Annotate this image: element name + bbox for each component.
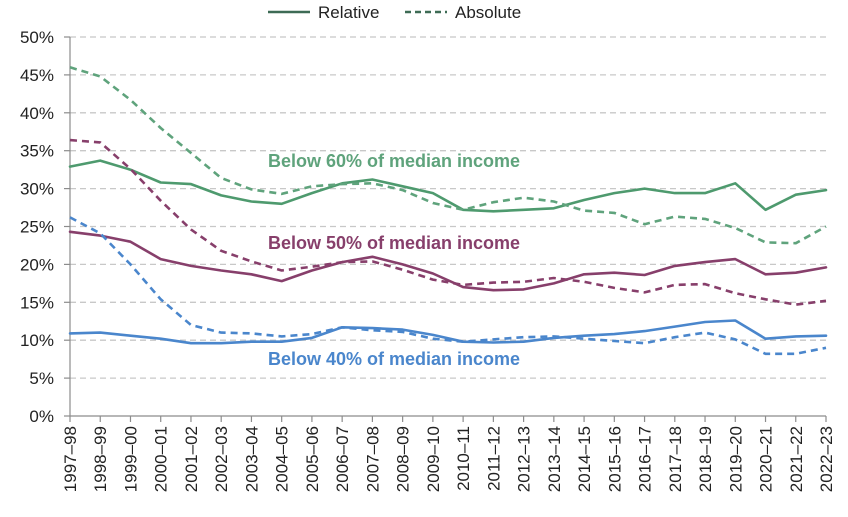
x-tick-label: 2017–18: [666, 426, 685, 492]
annotation-below-60: Below 60% of median income: [268, 151, 520, 171]
x-tick-label: 2020–21: [757, 426, 776, 492]
x-tick-label: 2014–15: [575, 426, 594, 492]
x-tick-label: 2002–03: [212, 426, 231, 492]
axes: [64, 36, 827, 422]
x-tick-label: 2019–20: [726, 426, 745, 492]
annotation-below-40: Below 40% of median income: [268, 349, 520, 369]
annotation-below-50: Below 50% of median income: [268, 233, 520, 253]
x-tick-label: 2006–07: [333, 426, 352, 492]
x-tick-label: 2011–12: [484, 426, 503, 491]
x-tick-label: 1999–00: [121, 426, 140, 492]
annotations: Below 60% of median income Below 50% of …: [268, 151, 520, 369]
y-tick-label: 5%: [29, 369, 54, 388]
y-tick-label: 20%: [20, 255, 54, 274]
legend: Relative Absolute: [268, 3, 521, 22]
x-tick-label: 2018–19: [696, 426, 715, 492]
series-line-below-40-relative: [68, 319, 828, 345]
y-axis-tick-labels: 0% 5% 10% 15% 20% 25% 30% 35% 40% 45% 50%: [20, 28, 54, 426]
x-tick-label: 2009–10: [424, 426, 443, 492]
y-tick-label: 35%: [20, 142, 54, 161]
y-tick-label: 0%: [29, 407, 54, 426]
y-tick-label: 50%: [20, 28, 54, 47]
legend-absolute-label: Absolute: [455, 3, 521, 22]
x-tick-label: 2012–13: [515, 426, 534, 492]
series-lines: [68, 66, 828, 356]
x-tick-label: 2022–23: [817, 426, 836, 492]
y-tick-label: 25%: [20, 218, 54, 237]
y-tick-label: 30%: [20, 180, 54, 199]
x-tick-label: 2003–04: [242, 426, 261, 492]
x-tick-label: 2021–22: [787, 426, 806, 492]
series-line-below-50-relative: [68, 230, 828, 292]
x-tick-label: 2000–01: [152, 426, 171, 492]
x-tick-label: 2016–17: [636, 426, 655, 492]
series-line-below-60-absolute: [69, 66, 827, 245]
x-tick-label: 2007–08: [363, 426, 382, 492]
y-tick-label: 15%: [20, 293, 54, 312]
legend-relative-label: Relative: [318, 3, 379, 22]
series-line-below-60-relative: [68, 159, 828, 213]
x-tick-label: 2005–06: [303, 426, 322, 492]
y-tick-label: 40%: [20, 104, 54, 123]
x-tick-label: 2001–02: [182, 426, 201, 492]
x-axis-tick-labels: 1997–98 1998–99 1999–00 2000–01 2001–02 2002–…: [61, 426, 836, 492]
y-tick-label: 10%: [20, 331, 54, 350]
x-tick-label: 2013–14: [545, 426, 564, 492]
series-line-below-50-absolute: [69, 138, 827, 306]
x-tick-label: 1998–99: [91, 426, 110, 492]
x-tick-label: 2008–09: [394, 426, 413, 492]
y-tick-label: 45%: [20, 66, 54, 85]
series-line-below-40-absolute: [69, 216, 827, 356]
x-tick-label: 1997–98: [61, 426, 80, 492]
x-tick-label: 2015–16: [605, 426, 624, 492]
x-tick-label: 2004–05: [273, 426, 292, 492]
x-tick-label: 2010–11: [454, 426, 473, 491]
gridlines: [70, 36, 826, 379]
